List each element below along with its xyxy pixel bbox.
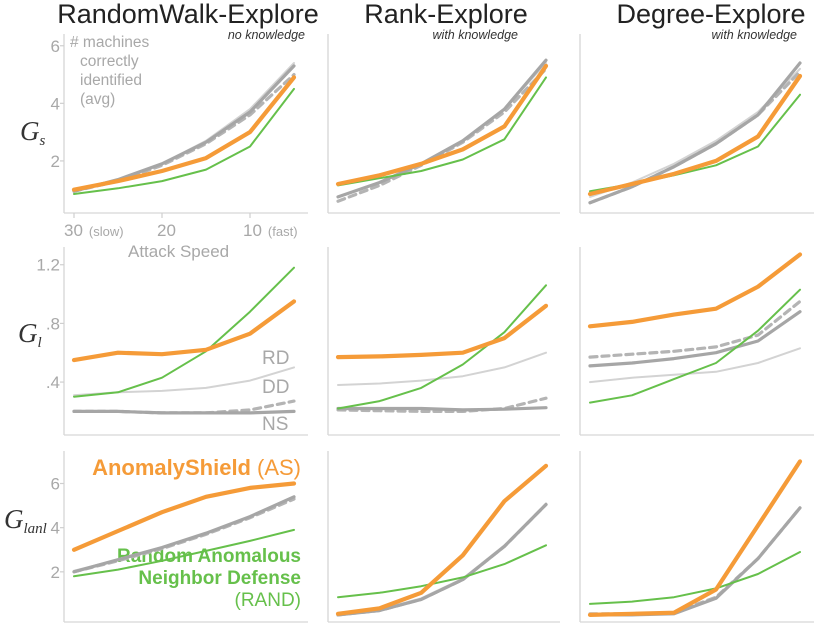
legend-anomalyshield-name: AnomalyShield: [92, 455, 251, 480]
y-tick-label: 2: [51, 152, 60, 171]
panel-gs-degree-explore: [579, 34, 814, 214]
gs-ylabel-line-4: (avg): [80, 91, 115, 108]
series-line-ns: [72, 495, 296, 574]
legend-rand-line-1: Random Anomalous: [117, 546, 301, 567]
series-line-as: [587, 459, 803, 618]
series-line-dd: [588, 506, 802, 616]
series-line-as: [335, 63, 549, 187]
panel-glanl-degree-explore: [579, 451, 814, 623]
series-line-ns: [336, 58, 548, 199]
x-tick-30: 30 (slow): [64, 221, 124, 240]
series-line-rand: [589, 551, 801, 605]
label-ns: NS: [262, 414, 288, 435]
y-tick-label: 4: [51, 94, 60, 113]
series-line-dd: [588, 299, 802, 359]
series-line-ns: [336, 406, 548, 412]
column-title-rank: Rank-Explore: [364, 0, 528, 29]
y-tick-label: 6: [51, 475, 60, 494]
series-line-as: [335, 303, 549, 360]
panel-glanl-rank-explore: [327, 451, 560, 623]
row-label-gs-main: G: [20, 116, 40, 146]
legend-anomalyshield: AnomalyShield (AS): [92, 455, 301, 480]
row-label-gl-main: G: [18, 318, 38, 348]
series-line-rd: [73, 366, 295, 397]
series-line-rd: [589, 347, 801, 384]
series-line-as: [335, 463, 549, 616]
label-rd: RD: [262, 348, 289, 369]
series-line-rand: [337, 76, 547, 187]
series-line-ns: [72, 409, 296, 415]
x-tick-30-value: 30: [64, 221, 83, 240]
x-tick-20-value: 20: [157, 221, 176, 240]
series-line-rd: [337, 351, 547, 386]
row-label-gl: Gl: [18, 318, 42, 351]
series-line-ns: [588, 310, 802, 368]
legend-anomalyshield-abbr: (AS): [257, 455, 301, 480]
series-line-rand: [73, 528, 295, 578]
series-line-dd: [336, 67, 548, 203]
x-axis-label: Attack Speed: [128, 242, 229, 261]
y-tick-label: 2: [51, 563, 60, 582]
series-line-ns: [588, 61, 802, 205]
row-label-gl-sub: l: [38, 335, 42, 351]
panel-gs-randomwalk-explore: 2 4 6: [51, 34, 308, 218]
x-tick-20: 20: [157, 221, 176, 240]
series-line-rand: [337, 544, 547, 599]
row-label-gs: Gs: [20, 116, 46, 149]
series-line-rand: [73, 266, 295, 398]
panel-gl-rank-explore: [327, 247, 560, 436]
row-label-glanl-main: G: [4, 504, 24, 534]
column-title-degree: Degree-Explore: [616, 0, 805, 29]
series-line-as: [71, 481, 297, 552]
y-tick-label: 6: [51, 37, 60, 56]
legend-rand-line-2: Neighbor Defense: [138, 568, 301, 589]
panels: 2 4 6 .4 .8 1.2 2 4 6: [36, 34, 814, 623]
panel-glanl-randomwalk-explore: 2 4 6: [51, 451, 308, 623]
y-tick-label: .8: [46, 314, 60, 333]
y-tick-label: .4: [46, 373, 60, 392]
column-subtitle-rank: with knowledge: [433, 28, 519, 42]
row-label-glanl-sub: lanl: [24, 521, 47, 537]
panel-gs-rank-explore: [327, 34, 560, 214]
label-dd: DD: [262, 377, 289, 398]
legend-rand-abbr: (RAND): [235, 590, 302, 611]
series-line-rand: [337, 284, 547, 410]
gs-ylabel-line-2: correctly: [80, 53, 139, 70]
x-tick-10: 10 (fast): [243, 221, 298, 240]
series-line-rand: [589, 288, 801, 404]
column-subtitle-degree: with knowledge: [712, 28, 798, 42]
series-line-dd: [336, 396, 548, 413]
gs-ylabel-line-3: identified: [80, 72, 142, 89]
series-line-rand: [73, 87, 295, 195]
column-title-randomwalk: RandomWalk-Explore: [57, 0, 319, 29]
series-line-as: [71, 75, 297, 192]
y-tick-label: 4: [51, 519, 60, 538]
series-line-as: [587, 252, 803, 329]
panel-gl-randomwalk-explore: .4 .8 1.2: [36, 247, 308, 436]
x-tick-10-value: 10: [243, 221, 262, 240]
column-subtitle-randomwalk: no knowledge: [228, 28, 305, 42]
panel-gl-degree-explore: [579, 247, 814, 436]
row-label-glanl: Glanl: [4, 504, 47, 537]
y-tick-label: 1.2: [36, 256, 60, 275]
gs-ylabel-line-1: # machines: [70, 34, 150, 51]
series-line-rand: [589, 93, 801, 193]
x-tick-30-note: (slow): [89, 224, 124, 239]
series-line-dd: [588, 70, 802, 205]
row-label-gs-sub: s: [40, 133, 46, 149]
series-line-as: [71, 299, 297, 363]
series-line-as: [587, 73, 803, 197]
x-tick-10-note: (fast): [268, 224, 298, 239]
